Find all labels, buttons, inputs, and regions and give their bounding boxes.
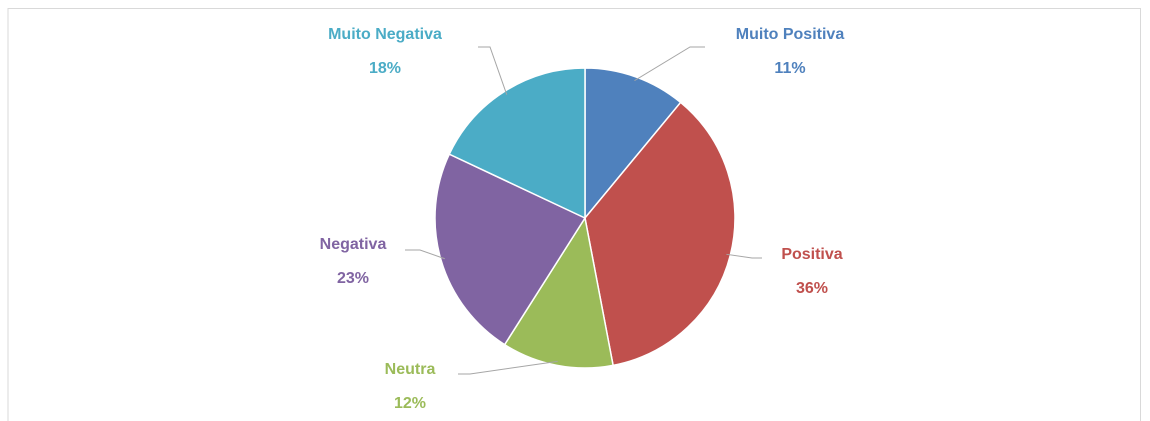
data-label-name: Muito Negativa: [328, 26, 442, 43]
leader-line: [458, 360, 558, 375]
leader-line: [478, 46, 508, 95]
data-label-name: Positiva: [781, 246, 842, 263]
data-label-name: Neutra: [385, 361, 436, 378]
data-label-name: Muito Positiva: [736, 26, 845, 43]
data-label-value: 23%: [337, 270, 369, 287]
data-label-value: 18%: [369, 60, 401, 77]
pie-slice: [503, 215, 614, 369]
leader-line: [634, 46, 705, 82]
data-label-value: 11%: [774, 60, 805, 77]
pie-slice: [584, 67, 682, 221]
data-label-name: Negativa: [320, 236, 387, 253]
data-label-value: 36%: [796, 280, 828, 297]
chart-border: [7, 8, 1141, 421]
pie-slice: [434, 153, 587, 346]
leader-line: [726, 253, 762, 259]
leader-line: [405, 249, 445, 260]
pie-slice: [448, 67, 586, 220]
data-label-value: 12%: [394, 395, 426, 412]
